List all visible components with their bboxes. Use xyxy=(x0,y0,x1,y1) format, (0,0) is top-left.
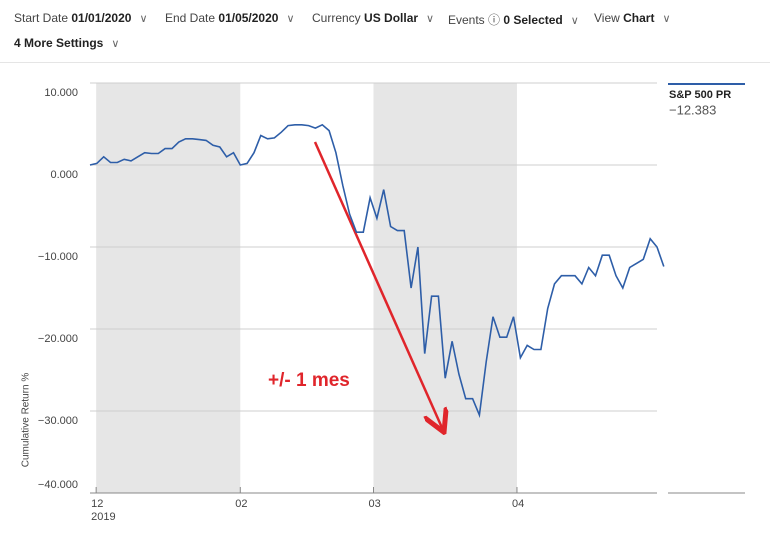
separator xyxy=(0,62,770,63)
control[interactable]: End Date 01/05/2020 ∨ xyxy=(165,11,295,25)
control-label: Events xyxy=(448,13,485,27)
y-tick-label: 0.000 xyxy=(50,169,78,181)
control-label: End Date xyxy=(165,11,216,25)
annotation: +/- 1 mes xyxy=(268,370,350,391)
control-label: Currency xyxy=(312,11,361,25)
x-tick-label: 03 xyxy=(369,498,381,510)
info-icon[interactable]: ⓘ xyxy=(484,13,501,27)
shaded-band xyxy=(373,83,517,493)
y-tick-label: −10.000 xyxy=(38,251,78,263)
line-series xyxy=(89,123,665,419)
control[interactable]: Currency US Dollar ∨ xyxy=(312,11,434,25)
annotation-arrow xyxy=(313,141,443,430)
control-label: Start Date xyxy=(14,11,69,25)
dropdown-chevron: ∨ xyxy=(662,13,671,25)
control-label: View xyxy=(594,11,620,25)
controls-bar: Start Date 01/01/2020 ∨ End Date 01/05/202… xyxy=(0,0,780,62)
dropdown-chevron: ∨ xyxy=(139,13,148,25)
control[interactable]: Start Date 01/01/2020 ∨ xyxy=(14,11,148,25)
dropdown-chevron: ∨ xyxy=(426,13,435,25)
y-tick-label: 10.000 xyxy=(44,87,78,99)
control-value: 0 Selected xyxy=(503,13,563,27)
control[interactable]: 4 More Settings ∨ xyxy=(14,36,119,50)
x-tick-label: 02 xyxy=(235,498,247,510)
dropdown-chevron: ∨ xyxy=(286,13,295,25)
control[interactable]: View Chart ∨ xyxy=(594,11,671,25)
control-value: US Dollar xyxy=(364,11,419,25)
y-tick-label: −30.000 xyxy=(38,415,78,427)
shaded-band xyxy=(96,83,241,493)
control-value: 01/05/2020 xyxy=(218,11,279,25)
x-tick-label: 04 xyxy=(512,498,524,510)
y-tick-label: −20.000 xyxy=(38,333,78,345)
control-value: 01/01/2020 xyxy=(71,11,132,25)
x-year-label: 2019 xyxy=(91,511,115,523)
control[interactable]: Events ⓘ 0 Selected ∨ xyxy=(448,11,579,28)
y-axis-title: Cumulative Return % xyxy=(21,373,32,468)
dropdown-chevron: ∨ xyxy=(111,38,120,50)
x-tick-label: 12 xyxy=(91,498,103,510)
dropdown-chevron: ∨ xyxy=(570,15,579,27)
control-value: Chart xyxy=(623,11,655,25)
legend-value: −12.383 xyxy=(669,102,716,117)
y-tick-label: −40.000 xyxy=(38,479,78,491)
legend-name: S&P 500 PR xyxy=(669,89,731,101)
control-label: 4 More Settings xyxy=(14,36,104,50)
